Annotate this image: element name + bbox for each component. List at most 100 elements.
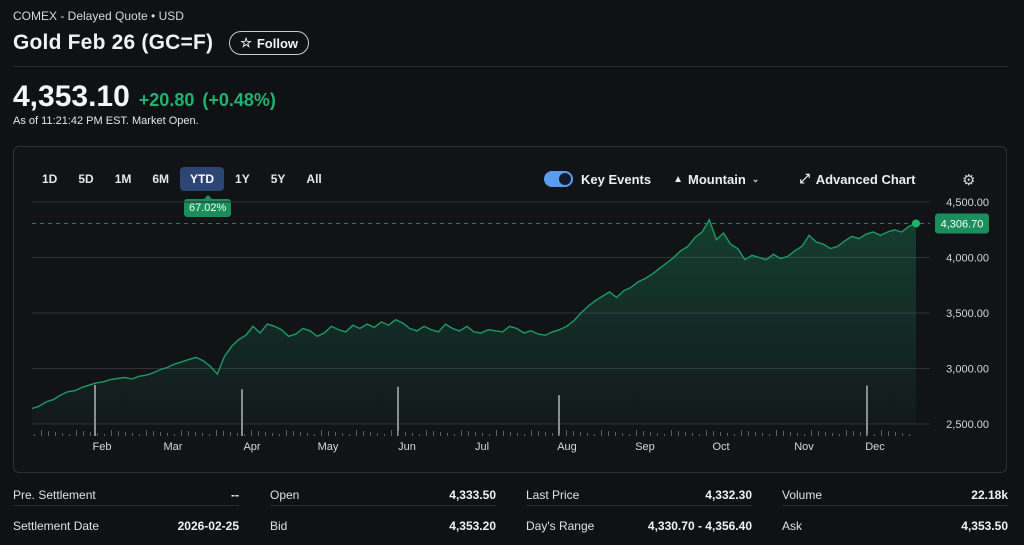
last-price-dot [912,219,920,228]
advanced-chart-button[interactable]: ⤢ Advanced Chart [799,171,915,187]
volume-tick [125,432,126,436]
volume-tick [335,432,336,436]
stat-label: Volume [782,487,823,502]
volume-tick [699,434,700,436]
volume-tick [419,434,420,436]
price-chart[interactable]: 4,500.00 4,000.00 3,500.00 3,000.00 2,500.00… [14,147,1006,472]
y-tick-label: 3,000.00 [946,364,989,376]
volume-tick [594,434,595,436]
volume-tick [293,431,294,436]
volume-tick [769,434,770,436]
range-5d[interactable]: 5D [78,172,94,186]
stat-value: 22.18k [971,487,1008,502]
price-change: +20.80 [138,90,195,110]
chevron-down-icon: ⌄ [751,173,760,184]
stat-value: 4,332.30 [705,487,752,502]
chart-controls: Key Events ▲ Mountain ⌄ ⤢ Advanced Chart [544,171,915,187]
volume-tick [111,430,112,436]
volume-tick [650,432,651,436]
x-tick-label: May [318,441,339,453]
range-6m[interactable]: 6M [152,172,170,186]
stat-day-s-range: Day's Range 4,330.70 - 4,356.40 [526,515,752,537]
x-tick-label: Dec [865,441,885,453]
stat-ask: Ask 4,353.50 [782,515,1008,537]
volume-tick [279,434,280,436]
volume-tick [846,430,847,436]
volume-tick [909,434,910,436]
volume-tick [195,432,196,436]
volume-tick [517,433,518,436]
volume-tick [902,433,903,436]
volume-tick [384,434,385,436]
volume-tick [678,431,679,436]
range-all[interactable]: All [306,172,322,186]
volume-tick [363,431,364,436]
volume-tick [237,433,238,436]
volume-tick [804,434,805,436]
range-1y[interactable]: 1Y [235,172,250,186]
volume-tick [545,432,546,436]
volume-tick [580,432,581,436]
range-1d[interactable]: 1D [42,172,58,186]
volume-tick [587,433,588,436]
volume-tick [685,432,686,436]
gear-icon[interactable]: ⚙ [962,172,976,189]
range-5y[interactable]: 5Y [270,172,286,186]
volume-tick [734,434,735,436]
volume-tick [440,432,441,436]
volume-tick [720,432,721,436]
stats-row-1: Pre. Settlement -- Open 4,333.50 Last Price 4… [13,484,1008,515]
range-1m[interactable]: 1M [114,172,132,186]
volume-tick [552,433,553,436]
volume-tick [90,432,91,436]
current-price: 4,353.10 [13,80,130,113]
volume-tick [391,430,392,436]
follow-button[interactable]: ☆ Follow [229,31,310,55]
volume-tick [818,431,819,436]
page-title: Gold Feb 26 (GC=F) [13,31,214,54]
x-tick-label: Apr [243,441,260,453]
volume-tick [349,434,350,436]
price-row: 4,353.10 +20.80 (+0.48%) [13,80,276,114]
volume-tick [839,434,840,436]
volume-tick [853,431,854,436]
as-of-timestamp: As of 11:21:42 PM EST. Market Open. [13,115,199,127]
volume-tick [860,432,861,436]
range-ytd[interactable]: YTD [180,167,225,191]
stat-settlement-date: Settlement Date 2026-02-25 [13,515,239,537]
volume-tick [454,434,455,436]
volume-tick [153,431,154,436]
volume-tick [531,430,532,436]
volume-bar [866,385,868,436]
key-events-label: Key Events [581,171,652,187]
volume-tick [272,433,273,436]
volume-tick [573,431,574,436]
stat-label: Ask [782,519,803,533]
stat-value: -- [231,487,239,502]
mountain-icon: ▲ [673,173,683,185]
stat-label: Last Price [526,487,580,502]
volume-tick [412,433,413,436]
stat-value: 4,353.20 [449,519,496,533]
volume-tick [657,433,658,436]
key-events-control[interactable]: Key Events [544,171,651,187]
stat-volume: Volume 22.18k [782,484,1008,506]
ytd-return-badge: 67.02% [184,195,232,217]
volume-tick [755,432,756,436]
volume-tick [286,430,287,436]
volume-tick [874,434,875,436]
volume-tick [825,432,826,436]
stats-row-2: Settlement Date 2026-02-25 Bid 4,353.20 Day'… [13,515,1008,545]
volume-tick [713,431,714,436]
volume-bar [558,395,560,436]
stat-label: Settlement Date [13,519,100,533]
volume-tick [230,432,231,436]
key-events-toggle[interactable] [544,171,573,187]
chart-type-dropdown[interactable]: ▲ Mountain ⌄ [673,172,759,187]
x-tick-label: Aug [557,441,577,453]
y-tick-label: 4,500.00 [946,197,989,209]
volume-tick [776,430,777,436]
volume-tick [895,432,896,436]
volume-tick [251,430,252,436]
volume-tick [741,430,742,436]
